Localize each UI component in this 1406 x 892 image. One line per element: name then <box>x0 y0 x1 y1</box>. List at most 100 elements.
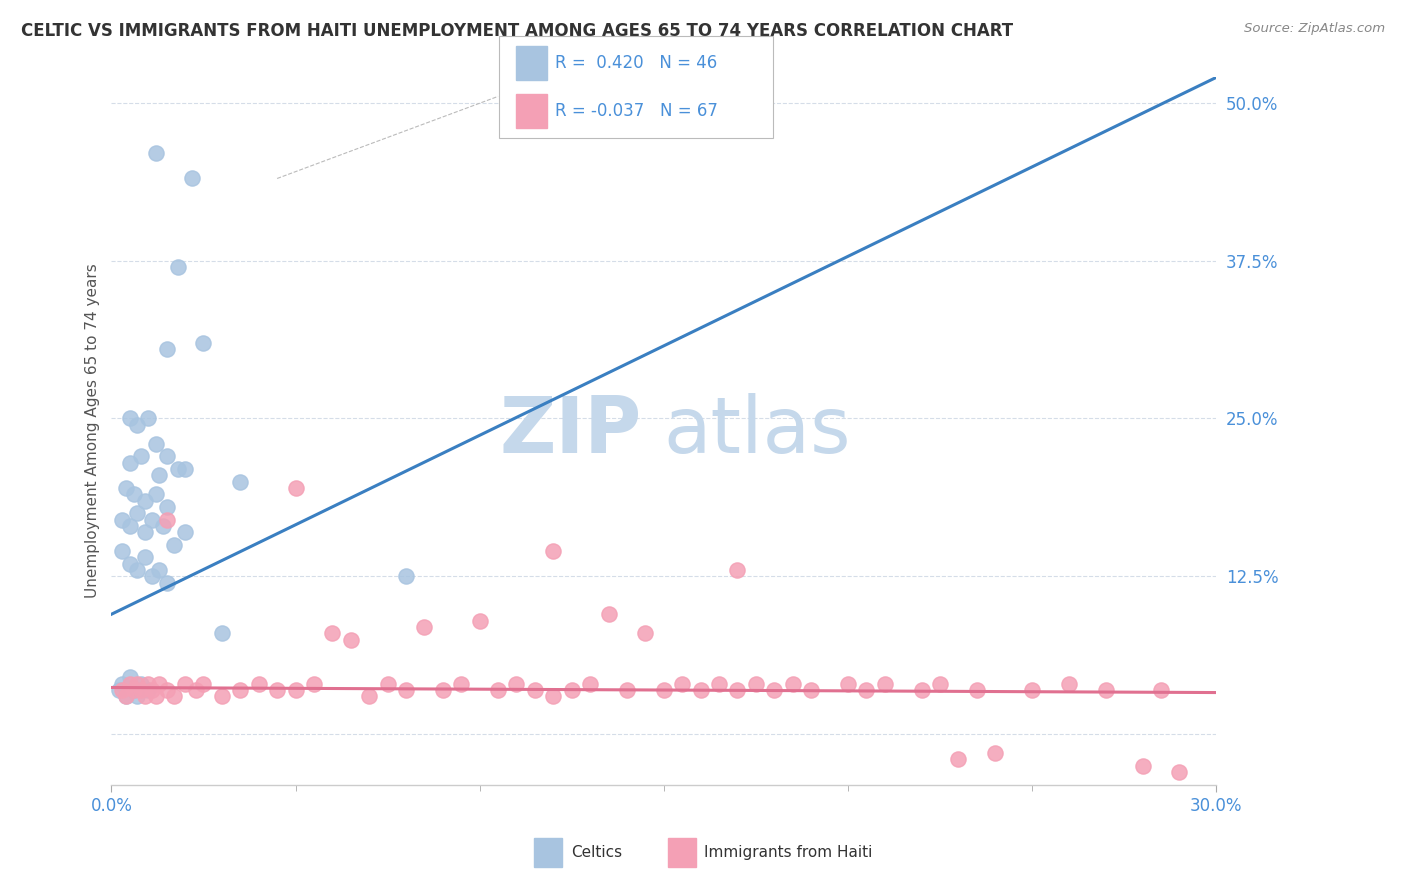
Point <box>505 676 527 690</box>
Text: R = -0.037   N = 67: R = -0.037 N = 67 <box>555 102 718 120</box>
Point <box>266 683 288 698</box>
Point <box>229 475 252 489</box>
Text: atlas: atlas <box>664 393 851 469</box>
Point <box>229 683 252 698</box>
Point <box>156 575 179 590</box>
Point <box>910 683 932 698</box>
Text: Celtics: Celtics <box>571 846 621 860</box>
Point <box>782 676 804 690</box>
Point <box>543 690 565 704</box>
Point <box>745 676 768 690</box>
Point <box>193 676 215 690</box>
Point <box>725 563 748 577</box>
Point <box>174 525 197 540</box>
Point <box>1132 759 1154 773</box>
Point <box>136 676 159 690</box>
Point <box>543 544 565 558</box>
Point <box>561 683 583 698</box>
Point <box>321 626 343 640</box>
Point <box>156 683 179 698</box>
Point <box>127 506 149 520</box>
Point <box>156 500 179 514</box>
Point <box>413 620 436 634</box>
Point <box>127 690 149 704</box>
Point <box>118 518 141 533</box>
Point <box>148 676 170 690</box>
Point <box>134 550 156 565</box>
Text: ZIP: ZIP <box>499 393 641 469</box>
Point <box>450 676 472 690</box>
Point <box>284 683 307 698</box>
Point <box>156 512 179 526</box>
Point <box>948 752 970 766</box>
Point <box>855 683 877 698</box>
Point <box>134 493 156 508</box>
Point <box>156 342 179 356</box>
Point <box>141 683 163 698</box>
Text: CELTIC VS IMMIGRANTS FROM HAITI UNEMPLOYMENT AMONG AGES 65 TO 74 YEARS CORRELATI: CELTIC VS IMMIGRANTS FROM HAITI UNEMPLOY… <box>21 22 1014 40</box>
Point <box>247 676 270 690</box>
Point <box>107 683 129 698</box>
Point <box>284 481 307 495</box>
Point <box>118 456 141 470</box>
Point <box>1057 676 1080 690</box>
Point <box>111 683 134 698</box>
Point <box>211 626 233 640</box>
Point <box>184 683 207 698</box>
Point <box>118 670 141 684</box>
Point <box>122 683 145 698</box>
Point <box>166 260 188 274</box>
Point <box>129 683 152 698</box>
Point <box>141 512 163 526</box>
Point <box>111 676 134 690</box>
Point <box>984 746 1007 760</box>
Point <box>111 544 134 558</box>
Point <box>579 676 602 690</box>
Point <box>652 683 675 698</box>
Point <box>148 563 170 577</box>
Point <box>725 683 748 698</box>
Point <box>671 676 693 690</box>
Point <box>118 411 141 425</box>
Point <box>122 683 145 698</box>
Point <box>174 462 197 476</box>
Point <box>115 690 138 704</box>
Point <box>111 512 134 526</box>
Point <box>763 683 786 698</box>
Point <box>115 690 138 704</box>
Point <box>136 683 159 698</box>
Point <box>122 487 145 501</box>
Point <box>1094 683 1116 698</box>
Point <box>134 690 156 704</box>
Point <box>359 690 381 704</box>
Point <box>145 690 167 704</box>
Point <box>134 525 156 540</box>
Point <box>929 676 952 690</box>
Point <box>145 487 167 501</box>
Point <box>211 690 233 704</box>
Point <box>873 676 896 690</box>
Point <box>395 683 418 698</box>
Point <box>193 335 215 350</box>
Point <box>616 683 638 698</box>
Point <box>115 481 138 495</box>
Point <box>800 683 823 698</box>
Point <box>145 146 167 161</box>
Point <box>377 676 399 690</box>
Point <box>432 683 454 698</box>
Point <box>837 676 859 690</box>
Point <box>127 563 149 577</box>
Point <box>339 632 361 647</box>
Point <box>634 626 657 640</box>
Point <box>395 569 418 583</box>
Point <box>129 676 152 690</box>
Point <box>145 436 167 450</box>
Y-axis label: Unemployment Among Ages 65 to 74 years: Unemployment Among Ages 65 to 74 years <box>86 264 100 599</box>
Text: R =  0.420   N = 46: R = 0.420 N = 46 <box>555 54 717 72</box>
Point <box>129 450 152 464</box>
Point <box>486 683 509 698</box>
Point <box>966 683 988 698</box>
Point <box>707 676 730 690</box>
Point <box>152 518 174 533</box>
Point <box>181 171 204 186</box>
